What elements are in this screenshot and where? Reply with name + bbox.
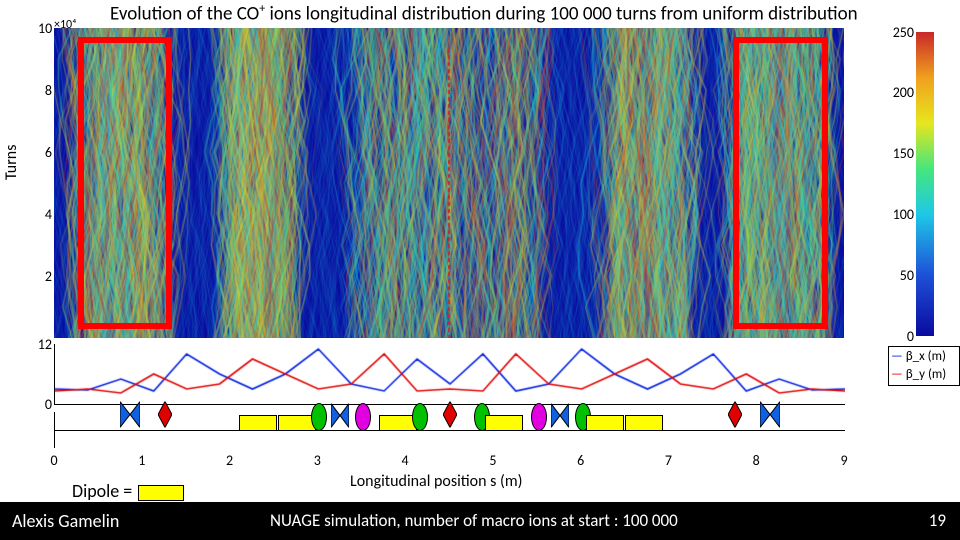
lattice-bowtie [551, 404, 569, 433]
y-tick: 4 [38, 206, 52, 223]
colorbar-tick: 100 [893, 206, 914, 223]
x-tick: 5 [489, 452, 496, 469]
lattice-diamond [443, 402, 457, 433]
lattice-ellipse [311, 403, 327, 431]
highlight-box [733, 37, 828, 328]
colorbar-tick: 250 [893, 24, 914, 41]
footer-page-number: 19 [929, 510, 946, 531]
beta-legend: — β_x (m) — β_y (m) [888, 346, 960, 386]
footer-caption: NUAGE simulation, number of macro ions a… [270, 510, 678, 531]
x-tick: 6 [577, 452, 584, 469]
x-axis-label: Longitudinal position s (m) [350, 472, 522, 491]
lattice-bowtie [760, 402, 780, 433]
lattice-strip [54, 412, 845, 448]
x-tick: 0 [50, 452, 57, 469]
beta-plot [54, 344, 845, 405]
lattice-ellipse [531, 403, 547, 431]
lattice-diamond [158, 402, 172, 433]
lattice-bowtie [331, 404, 349, 433]
lattice-ellipse [412, 403, 428, 431]
legend-by: — β_y (m) [891, 366, 957, 384]
footer: Alexis Gamelin NUAGE simulation, number … [0, 502, 960, 540]
x-tick: 9 [840, 452, 847, 469]
lattice-ellipse [355, 403, 371, 431]
highlight-box [78, 37, 173, 328]
lattice-diamond [728, 402, 742, 433]
x-tick: 1 [138, 452, 145, 469]
y-tick: 2 [38, 268, 52, 285]
colorbar [916, 32, 934, 336]
x-tick: 2 [226, 452, 233, 469]
colorbar-tick: 150 [893, 145, 914, 162]
y-tick: 8 [38, 82, 52, 99]
legend-bx: — β_x (m) [891, 348, 957, 366]
colorbar-tick: 50 [900, 267, 914, 284]
x-tick: 3 [314, 452, 321, 469]
beta-canvas [55, 344, 845, 404]
beta-y-tick: 12 [34, 336, 52, 353]
slide: Evolution of the CO+ ions longitudinal d… [0, 0, 960, 540]
x-tick: 4 [402, 452, 409, 469]
beta-y-tick: 0 [34, 396, 52, 413]
lattice-dipole [485, 415, 523, 431]
x-tick: 8 [753, 452, 760, 469]
lattice-dipole [586, 415, 624, 431]
lattice-dipole [625, 415, 663, 431]
slide-title: Evolution of the CO+ ions longitudinal d… [110, 2, 858, 25]
y-tick: 6 [38, 144, 52, 161]
x-tick: 7 [665, 452, 672, 469]
y-axis-label: Turns [2, 145, 21, 180]
lattice-dipole [239, 415, 277, 431]
y-tick: 10 [38, 20, 52, 37]
colorbar-tick: 200 [893, 84, 914, 101]
dipole-key: Dipole = [72, 480, 184, 502]
colorbar-tick: 0 [907, 328, 914, 345]
dipole-swatch [138, 485, 184, 501]
heatmap-plot [54, 28, 844, 338]
lattice-bowtie [120, 402, 140, 433]
footer-author: Alexis Gamelin [12, 510, 119, 532]
heatmap-canvas [54, 28, 844, 338]
